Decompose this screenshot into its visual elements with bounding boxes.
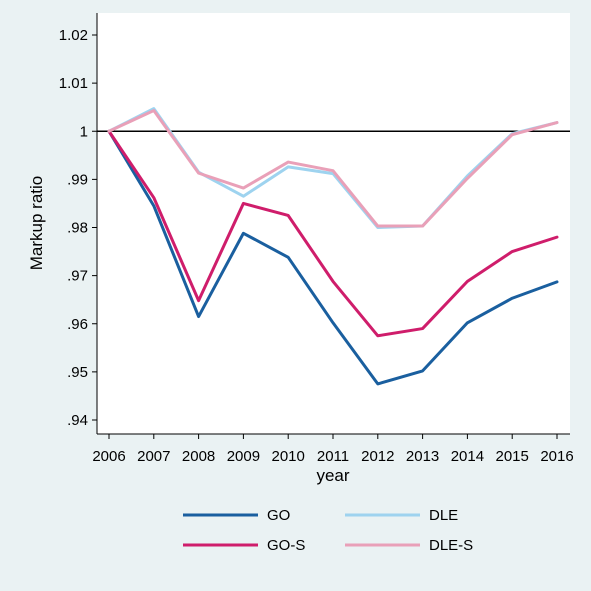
x-tick-label: 2016 <box>540 448 573 465</box>
legend-label-dle-s: DLE-S <box>429 537 473 554</box>
plot-area <box>97 13 570 434</box>
series-line-dle-s <box>107 109 559 228</box>
legend: GO DLE GO-S DLE-S <box>183 507 473 554</box>
y-tick-label: .99 <box>67 171 88 188</box>
y-tick-label: .98 <box>67 220 88 237</box>
legend-label-go: GO <box>267 507 290 524</box>
y-tick-label: 1.01 <box>59 75 88 92</box>
x-tick-label: 2006 <box>92 448 125 465</box>
x-tick-label: 2014 <box>451 448 484 465</box>
y-axis-title: Markup ratio <box>27 176 46 270</box>
series-line-go-s <box>107 129 559 338</box>
x-tick-label: 2010 <box>272 448 305 465</box>
x-tick-label: 2012 <box>361 448 394 465</box>
y-tick-label: 1 <box>80 123 88 140</box>
y-tick-label: 1.02 <box>59 27 88 44</box>
legend-label-dle: DLE <box>429 507 458 524</box>
x-tick-label: 2007 <box>137 448 170 465</box>
x-tick-label: 2008 <box>182 448 215 465</box>
x-tick-label: 2009 <box>227 448 260 465</box>
y-tick-label: .97 <box>67 268 88 285</box>
x-axis-title: year <box>316 466 349 485</box>
y-tick-label: .94 <box>67 412 88 429</box>
y-tick-label: .96 <box>67 316 88 333</box>
y-axis-ticks: .94 .95 .96 .97 .98 .99 1 1.01 1.02 <box>59 27 97 429</box>
x-tick-label: 2011 <box>317 448 349 465</box>
y-tick-label: .95 <box>67 364 88 381</box>
x-tick-label: 2013 <box>406 448 439 465</box>
series-group <box>107 107 559 386</box>
legend-label-go-s: GO-S <box>267 537 305 554</box>
x-tick-label: 2015 <box>496 448 529 465</box>
x-axis-ticks: 2006 2007 2008 2009 2010 2011 2012 2013 2014 2015… <box>92 434 574 465</box>
series-line-go <box>107 129 559 386</box>
